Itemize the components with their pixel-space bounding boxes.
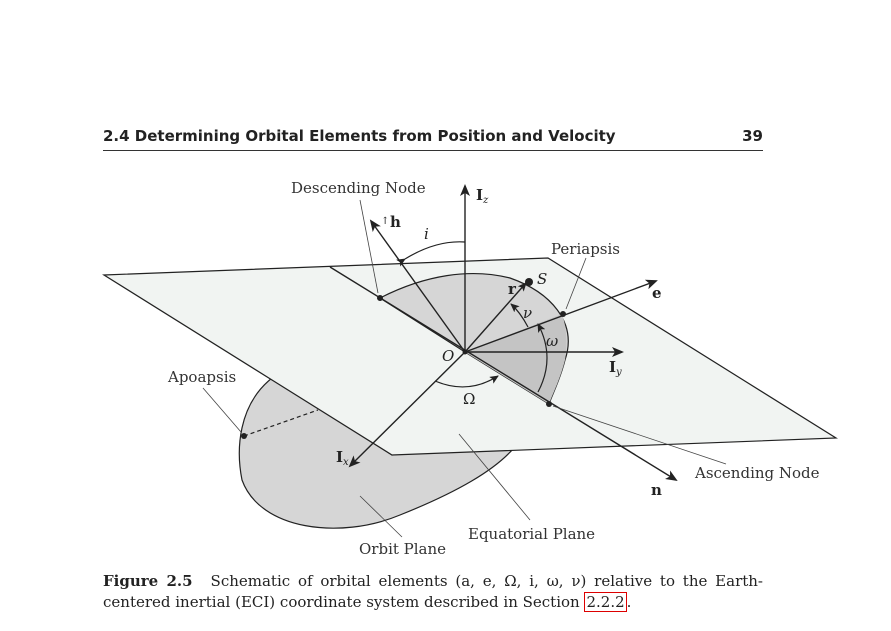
n-label: n — [651, 481, 662, 499]
page-number: 39 — [742, 127, 763, 145]
h-vector — [369, 219, 466, 353]
h-prefix-label: ↑ — [381, 216, 389, 227]
inclination-label: i — [424, 225, 429, 243]
satellite-label: S — [537, 270, 547, 288]
ix-label: Ix — [336, 448, 349, 468]
apoapsis-leader — [202, 387, 242, 433]
h-label: h — [390, 213, 401, 231]
origin-label: O — [442, 347, 454, 365]
periapsis-point — [560, 311, 566, 317]
true-anomaly-arc — [510, 303, 529, 328]
caption-end: . — [626, 593, 632, 611]
equatorial-plane-leader — [458, 433, 531, 521]
ascending-node-label: Ascending Node — [694, 464, 820, 482]
iz-label: Iz — [476, 186, 489, 206]
ascending-node-leader — [552, 405, 727, 465]
equatorial-plane-label: Equatorial Plane — [468, 525, 595, 543]
true-anomaly-label: ν — [523, 304, 532, 322]
origin-point — [462, 349, 468, 355]
descending-node-label: Descending Node — [291, 179, 426, 197]
arg-periapsis-label: ω — [546, 332, 558, 350]
descending-node-leader — [359, 199, 379, 294]
e-vector — [464, 279, 658, 353]
raan-label: Ω — [463, 390, 475, 408]
raan-arc — [434, 375, 499, 388]
ascending-node-point — [546, 401, 552, 407]
arg-periapsis-wedge — [465, 314, 567, 404]
section-reference-link[interactable]: 2.2.2 — [584, 592, 627, 612]
line-of-nodes — [329, 266, 678, 482]
orbit-plane-label: Orbit Plane — [359, 540, 446, 558]
apoapsis-line — [243, 409, 319, 437]
caption-label: Figure 2.5 — [103, 572, 193, 590]
periapsis-label: Periapsis — [551, 240, 620, 258]
inclination-arc — [396, 241, 466, 267]
r-label: r — [508, 280, 517, 298]
descending-node-point — [377, 295, 383, 301]
apoapsis-label: Apoapsis — [167, 368, 236, 386]
figure-caption: Figure 2.5 Schematic of orbital elements … — [103, 571, 763, 613]
caption-text: Schematic of orbital elements (a, e, Ω, … — [103, 572, 763, 611]
orbit-plane-leader — [359, 495, 403, 538]
orbit-plane-lower — [238, 377, 522, 529]
running-header: 2.4 Determining Orbital Elements from Po… — [103, 126, 763, 151]
iy-label: Iy — [609, 358, 622, 378]
arg-periapsis-arc — [537, 323, 548, 393]
apoapsis-point — [241, 433, 247, 439]
e-label: e — [652, 284, 662, 302]
ix-axis — [348, 351, 466, 468]
section-title: 2.4 Determining Orbital Elements from Po… — [103, 127, 616, 145]
satellite-point — [525, 278, 533, 286]
periapsis-leader — [565, 257, 587, 310]
r-vector — [464, 282, 527, 353]
